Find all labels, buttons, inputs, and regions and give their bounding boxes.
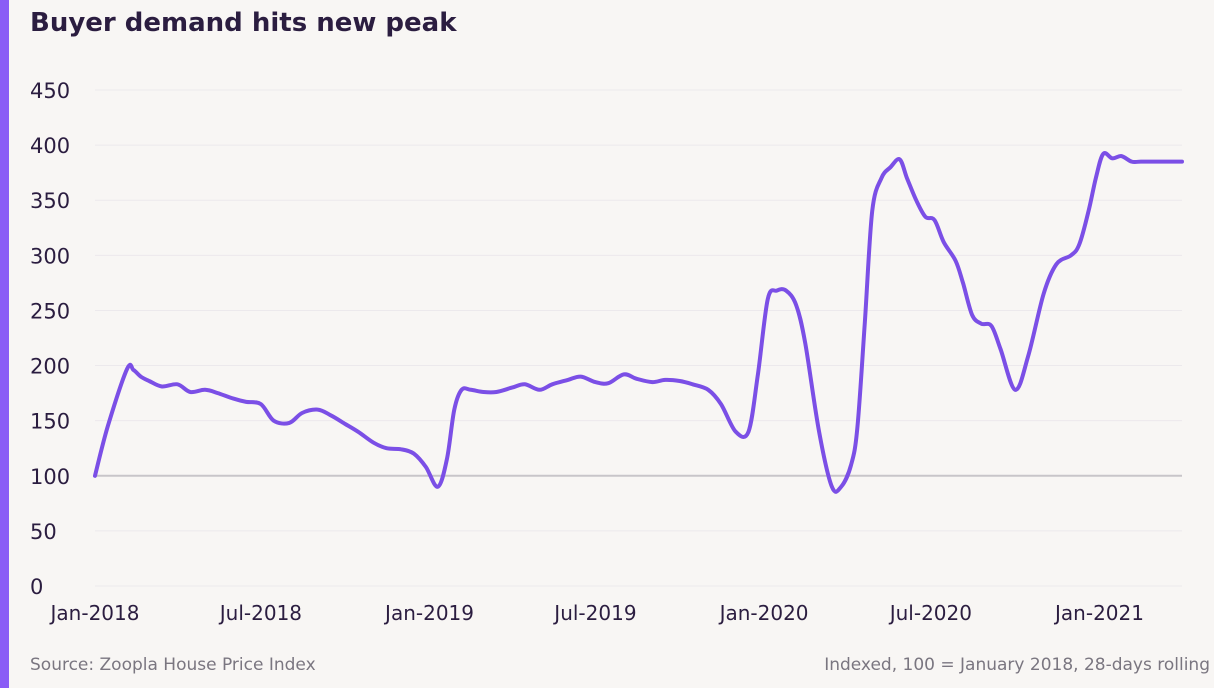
source-note: Source: Zoopla House Price Index bbox=[30, 655, 316, 675]
chart-title: Buyer demand hits new peak bbox=[30, 8, 457, 38]
x-tick-label: Jul-2018 bbox=[218, 601, 302, 625]
x-tick-label: Jul-2020 bbox=[888, 601, 972, 625]
index-note: Indexed, 100 = January 2018, 28-days rol… bbox=[824, 655, 1210, 675]
y-tick-label: 50 bbox=[30, 520, 57, 544]
y-tick-label: 0 bbox=[30, 575, 43, 599]
y-tick-label: 100 bbox=[30, 465, 70, 489]
y-tick-label: 250 bbox=[30, 299, 70, 323]
y-tick-label: 450 bbox=[30, 79, 70, 103]
x-tick-label: Jan-2021 bbox=[1053, 601, 1144, 625]
y-tick-label: 150 bbox=[30, 410, 70, 434]
x-tick-label: Jul-2019 bbox=[552, 601, 636, 625]
y-tick-label: 350 bbox=[30, 189, 70, 213]
x-tick-label: Jan-2020 bbox=[718, 601, 809, 625]
x-tick-label: Jan-2018 bbox=[49, 601, 140, 625]
x-tick-label: Jan-2019 bbox=[383, 601, 474, 625]
accent-bar bbox=[0, 0, 9, 688]
y-tick-label: 300 bbox=[30, 244, 70, 268]
y-tick-label: 200 bbox=[30, 355, 70, 379]
y-tick-label: 400 bbox=[30, 134, 70, 158]
series-line bbox=[93, 151, 1184, 494]
